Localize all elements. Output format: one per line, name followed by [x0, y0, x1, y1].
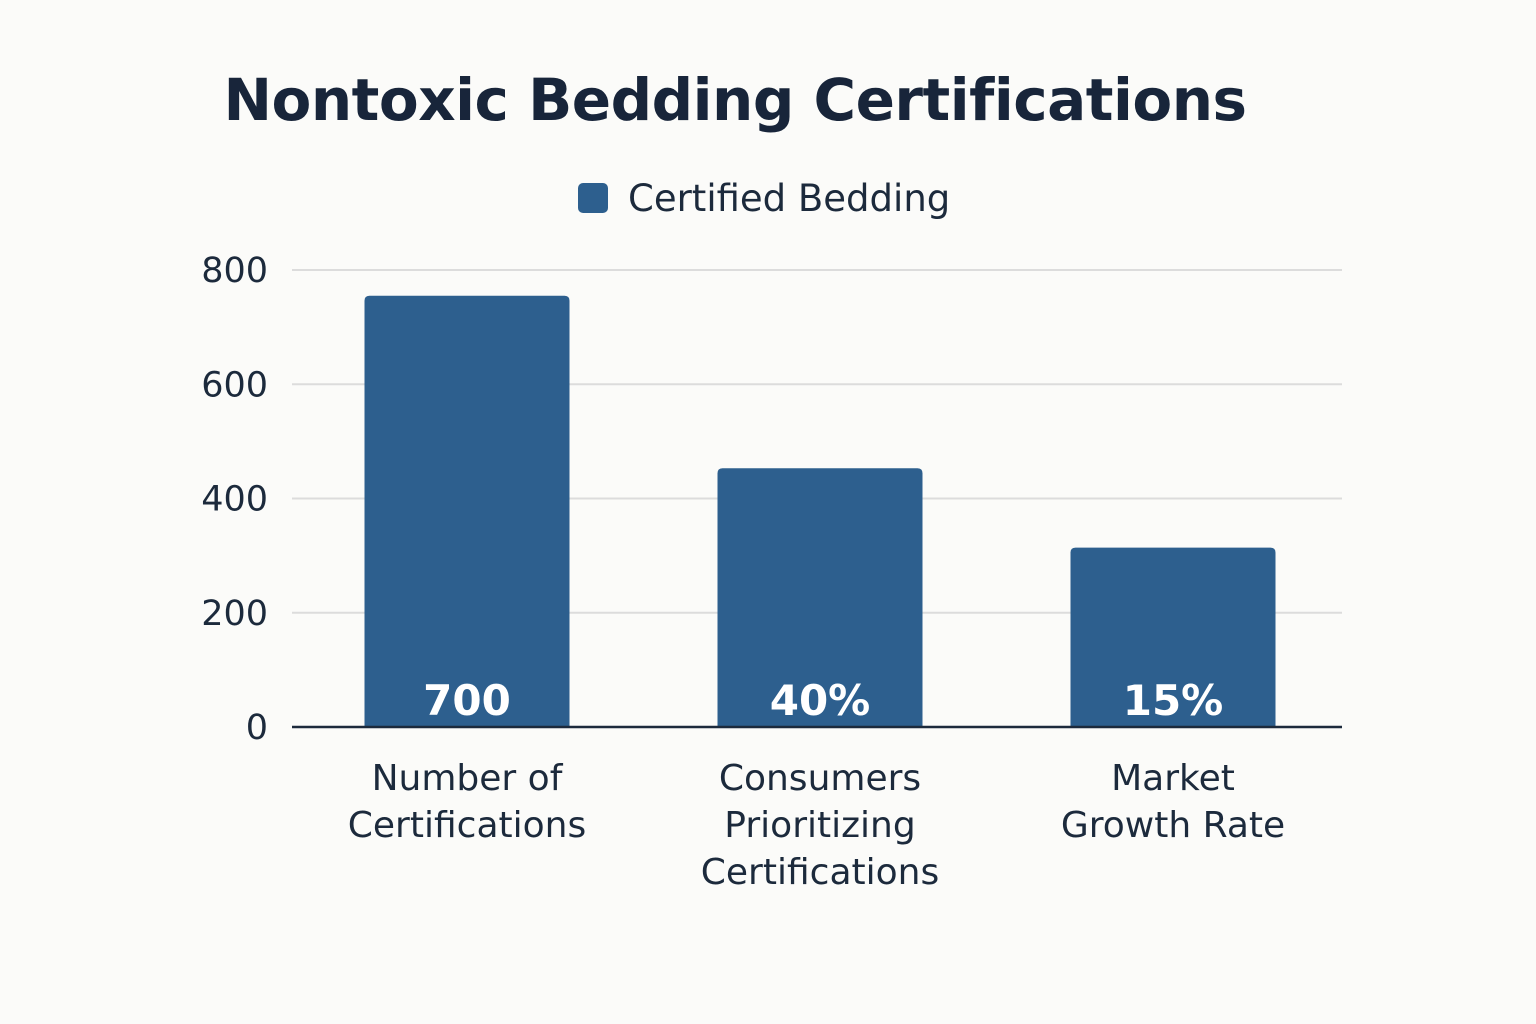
- y-tick-label: 200: [201, 594, 268, 634]
- x-category-label: Consumers: [719, 758, 921, 799]
- x-category-label: Number of: [372, 758, 564, 799]
- bars: 700 40% 15%: [364, 295, 1276, 727]
- bar: [1070, 547, 1276, 727]
- legend-label: Certified Bedding: [628, 176, 951, 220]
- bar-data-label: 15%: [1123, 676, 1224, 725]
- y-tick-label: 800: [201, 251, 268, 291]
- bar-data-label: 700: [423, 676, 511, 725]
- x-axis-categories: Number of Certifications Consumers Prioriti…: [348, 758, 1285, 893]
- y-tick-label: 0: [246, 708, 268, 748]
- y-axis-ticks: 0 200 400 600 800: [201, 251, 268, 748]
- bar-data-label: 40%: [770, 676, 871, 725]
- y-tick-label: 600: [201, 365, 268, 405]
- x-category-label: Prioritizing: [724, 805, 915, 846]
- bar: [717, 468, 923, 727]
- legend: Certified Bedding: [578, 176, 951, 220]
- y-tick-label: 400: [201, 480, 268, 520]
- x-category-label: Growth Rate: [1061, 805, 1285, 846]
- legend-swatch: [578, 183, 608, 213]
- chart-title: Nontoxic Bedding Certifications: [223, 66, 1247, 134]
- bar: [364, 295, 570, 727]
- x-category-label: Market: [1111, 758, 1235, 799]
- x-category-label: Certifications: [348, 805, 586, 846]
- x-category-label: Certifications: [701, 852, 939, 893]
